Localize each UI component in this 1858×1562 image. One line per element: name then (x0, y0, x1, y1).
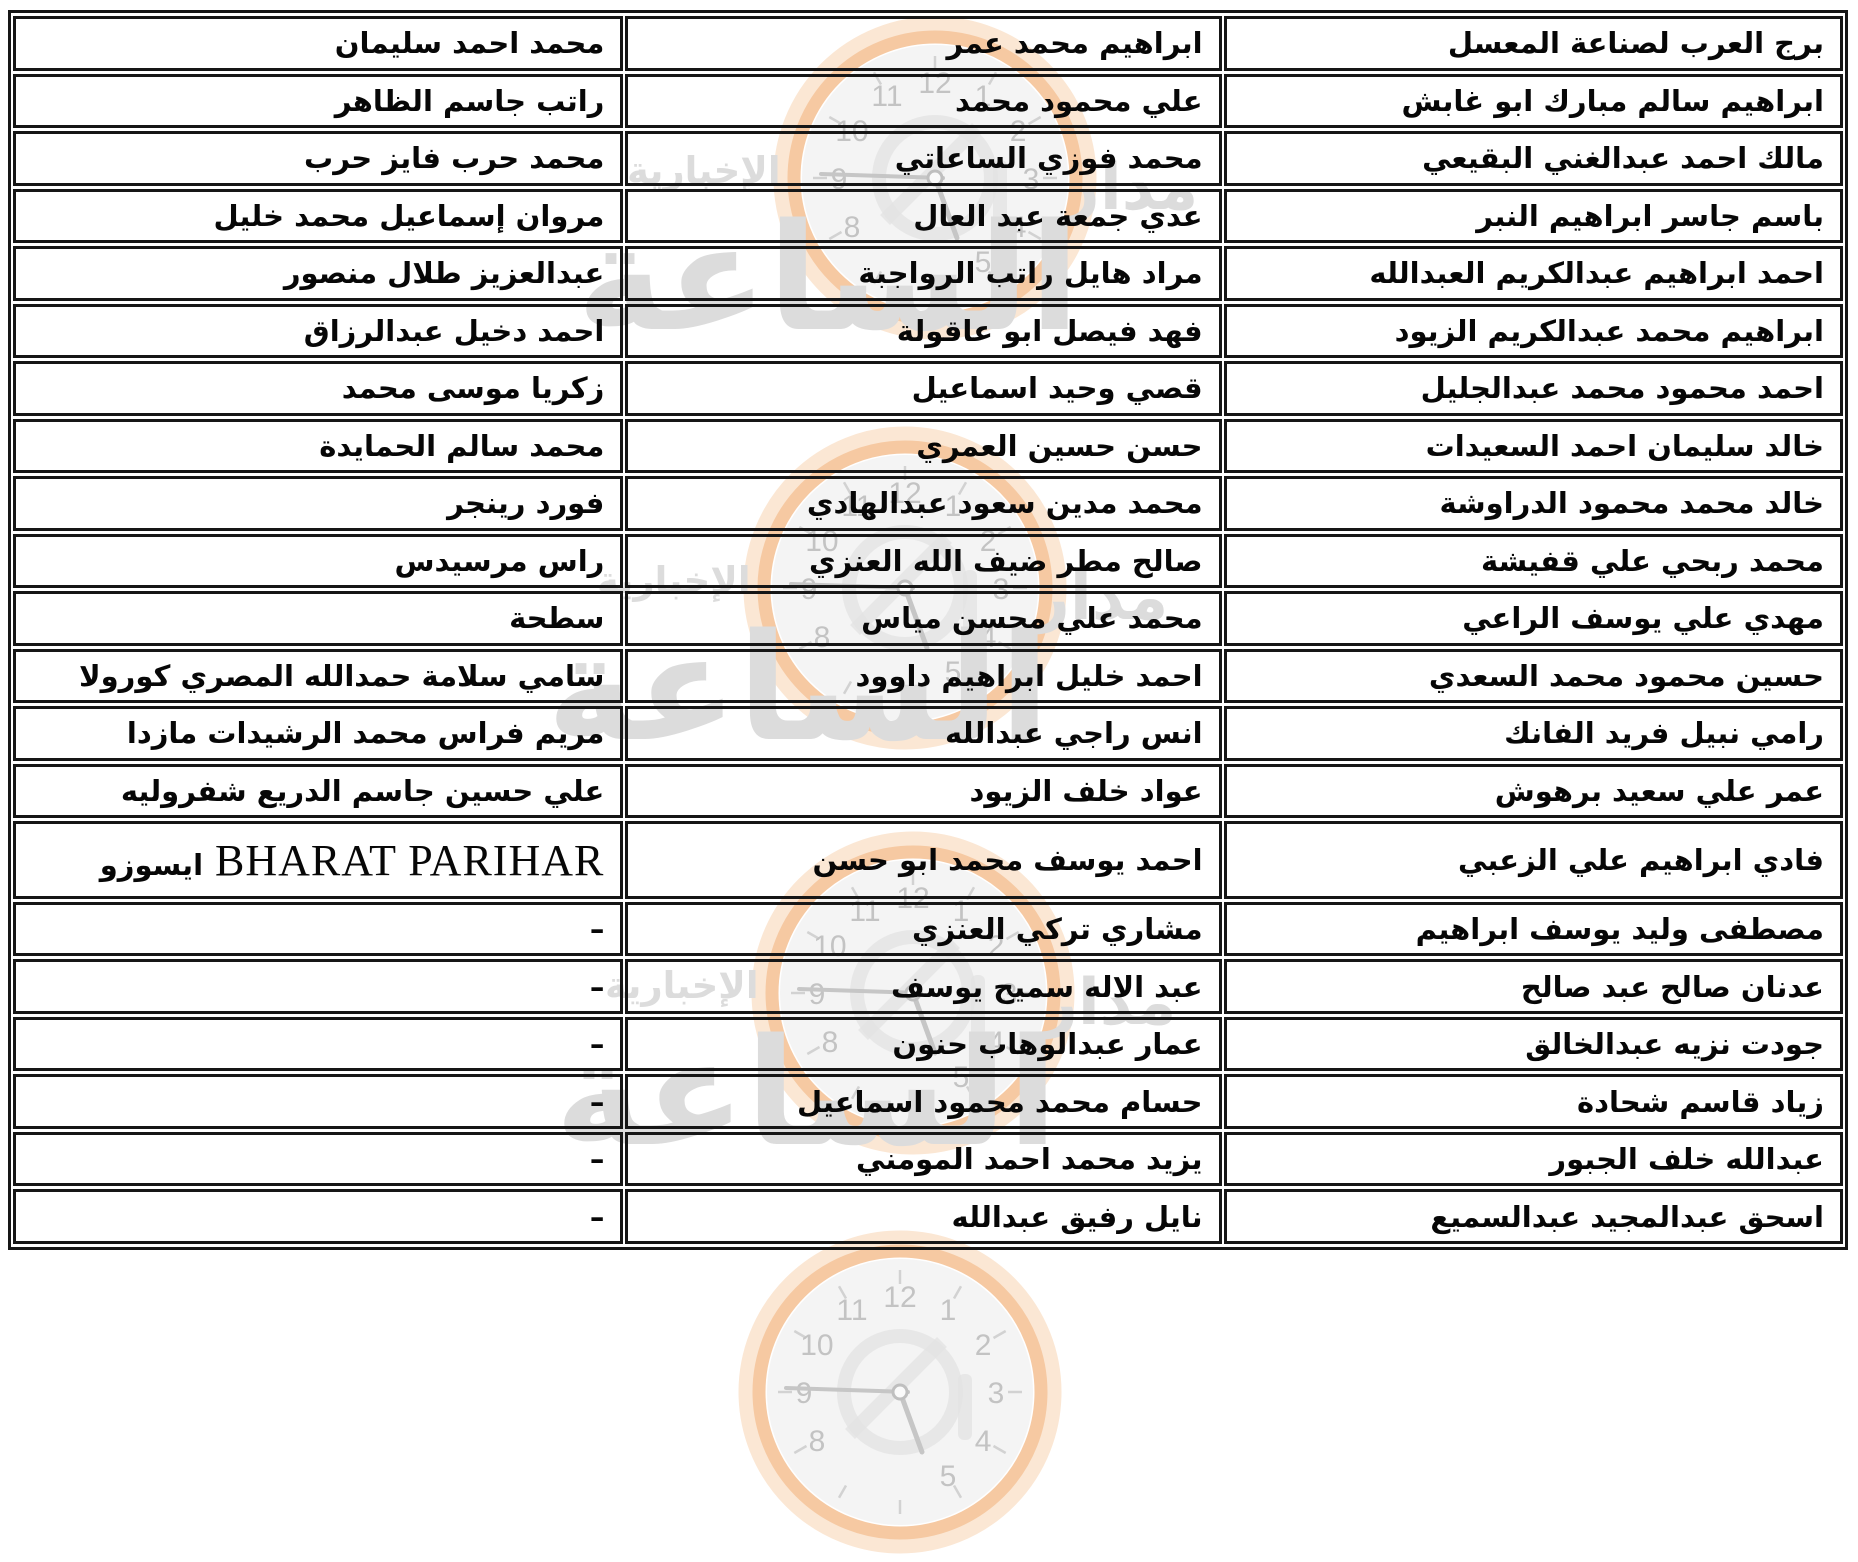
cell-left-column: – (13, 1189, 624, 1244)
cell-left-column: زكريا موسى محمد (13, 361, 624, 416)
table-row: حسين محمود محمد السعدي احمد خليل ابراهيم… (13, 648, 1843, 704)
cell-right-column: مالك احمد عبدالغني البقيعي (1223, 131, 1843, 186)
cell-left-column: – (13, 901, 624, 957)
cell-right-column: عبدالله خلف الجبور (1223, 1131, 1843, 1187)
table-row: برج العرب لصناعة المعسل ابراهيم محمد عمر… (13, 16, 1843, 71)
names-table: برج العرب لصناعة المعسل ابراهيم محمد عمر… (8, 10, 1848, 1250)
cell-right-column: ابراهيم سالم مبارك ابو غابش (1223, 73, 1843, 129)
cell-middle-column: احمد خليل ابراهيم داوود (625, 648, 1222, 704)
table-row: احمد محمود محمد عبدالجليل قصي وحيد اسماع… (13, 361, 1843, 416)
table-row: عدنان صالح عبد صالح عبد الاله سميح يوسف … (13, 959, 1843, 1014)
cell-middle-column: حسام محمد محمود اسماعيل (625, 1074, 1222, 1129)
cell-middle-column: عبد الاله سميح يوسف (625, 959, 1222, 1014)
cell-right-column: احمد ابراهيم عبدالكريم العبدالله (1223, 246, 1843, 301)
table-row: رامي نبيل فريد الفانك انس راجي عبدالله م… (13, 706, 1843, 761)
table-row: اسحق عبدالمجيد عبدالسميع نايل رفيق عبدال… (13, 1189, 1843, 1244)
cell-left-column: سطحة (13, 591, 624, 646)
cell-left-column: – (13, 959, 624, 1014)
cell-middle-column: عمار عبدالوهاب حنون (625, 1016, 1222, 1072)
cell-middle-column: محمد علي محسن مياس (625, 591, 1222, 646)
table-row: باسم جاسر ابراهيم النبر عدي جمعة عبد الع… (13, 188, 1843, 244)
cell-middle-column: فهد فيصل ابو عاقولة (625, 303, 1222, 359)
cell-right-column: عدنان صالح عبد صالح (1223, 959, 1843, 1014)
cell-right-column: جودت نزيه عبدالخالق (1223, 1016, 1843, 1072)
cell-left-column: راتب جاسم الظاهر (13, 73, 624, 129)
cell-left-column: راس مرسيدس (13, 533, 624, 589)
cell-middle-column: مراد هايل راتب الرواجبة (625, 246, 1222, 301)
cell-right-column: رامي نبيل فريد الفانك (1223, 706, 1843, 761)
table-row: خالد سليمان احمد السعيدات حسن حسين العمر… (13, 418, 1843, 474)
cell-right-column: فادي ابراهيم علي الزعبي (1223, 821, 1843, 899)
cell-right-column: احمد محمود محمد عبدالجليل (1223, 361, 1843, 416)
cell-left-column: محمد حرب فايز حرب (13, 131, 624, 186)
cell-middle-column: يزيد محمد احمد المومني (625, 1131, 1222, 1187)
cell-right-column: خالد محمد محمود الدراوشة (1223, 476, 1843, 531)
table-row: ابراهيم محمد عبدالكريم الزيود فهد فيصل ا… (13, 303, 1843, 359)
table-row: فادي ابراهيم علي الزعبي احمد يوسف محمد ا… (13, 821, 1843, 899)
table-row: مصطفى وليد يوسف ابراهيم مشاري تركي العنز… (13, 901, 1843, 957)
table-row: عبدالله خلف الجبور يزيد محمد احمد المومن… (13, 1131, 1843, 1187)
cell-left-column: فورد رينجر (13, 476, 624, 531)
cell-middle-column: عدي جمعة عبد العال (625, 188, 1222, 244)
cell-left-column: محمد احمد سليمان (13, 16, 624, 71)
cell-middle-column: علي محمود محمد (625, 73, 1222, 129)
cell-left-column: علي حسين جاسم الدريع شفروليه (13, 763, 624, 819)
cell-left-column: BHARAT PARIHAR ايسوزو (13, 821, 624, 899)
table-row: خالد محمد محمود الدراوشة محمد مدين سعود … (13, 476, 1843, 531)
table-row: ابراهيم سالم مبارك ابو غابش علي محمود مح… (13, 73, 1843, 129)
cell-middle-column: مشاري تركي العنزي (625, 901, 1222, 957)
cell-middle-column: عواد خلف الزيود (625, 763, 1222, 819)
page: مدار الساعة الإخبارية مدار الساعة الإخبا… (8, 10, 1848, 1252)
cell-middle-column: ابراهيم محمد عمر (625, 16, 1222, 71)
table-row: محمد ربحي علي قفيشة صالح مطر ضيف الله ال… (13, 533, 1843, 589)
cell-left-column: محمد سالم الحمايدة (13, 418, 624, 474)
cell-left-column: – (13, 1074, 624, 1129)
cell-left-column: مروان إسماعيل محمد خليل (13, 188, 624, 244)
cell-middle-column: احمد يوسف محمد ابو حسن (625, 821, 1222, 899)
table-body: برج العرب لصناعة المعسل ابراهيم محمد عمر… (13, 16, 1843, 1244)
table-row: مالك احمد عبدالغني البقيعي محمد فوزي الس… (13, 131, 1843, 186)
cell-right-column: باسم جاسر ابراهيم النبر (1223, 188, 1843, 244)
cell-middle-column: محمد مدين سعود عبدالهادي (625, 476, 1222, 531)
cell-right-column: اسحق عبدالمجيد عبدالسميع (1223, 1189, 1843, 1244)
cell-middle-column: نايل رفيق عبدالله (625, 1189, 1222, 1244)
cell-left-column: سامي سلامة حمدالله المصري كورولا (13, 648, 624, 704)
cell-left-column: – (13, 1016, 624, 1072)
cell-middle-column: انس راجي عبدالله (625, 706, 1222, 761)
cell-right-column: محمد ربحي علي قفيشة (1223, 533, 1843, 589)
cell-left-column: عبدالعزيز طلال منصور (13, 246, 624, 301)
cell-left-column: احمد دخيل عبدالرزاق (13, 303, 624, 359)
cell-right-column: عمر علي سعيد برهوش (1223, 763, 1843, 819)
cell-middle-column: صالح مطر ضيف الله العنزي (625, 533, 1222, 589)
cell-right-column: زياد قاسم شحادة (1223, 1074, 1843, 1129)
cell-left-column: مريم فراس محمد الرشيدات مازدا (13, 706, 624, 761)
cell-middle-column: حسن حسين العمري (625, 418, 1222, 474)
cell-right-column: خالد سليمان احمد السعيدات (1223, 418, 1843, 474)
cell-right-column: ابراهيم محمد عبدالكريم الزيود (1223, 303, 1843, 359)
table-row: عمر علي سعيد برهوش عواد خلف الزيود علي ح… (13, 763, 1843, 819)
table-row: زياد قاسم شحادة حسام محمد محمود اسماعيل … (13, 1074, 1843, 1129)
cell-right-column: حسين محمود محمد السعدي (1223, 648, 1843, 704)
cell-right-column: برج العرب لصناعة المعسل (1223, 16, 1843, 71)
cell-right-column: مصطفى وليد يوسف ابراهيم (1223, 901, 1843, 957)
cell-middle-column: محمد فوزي الساعاتي (625, 131, 1222, 186)
table-row: جودت نزيه عبدالخالق عمار عبدالوهاب حنون … (13, 1016, 1843, 1072)
table-row: احمد ابراهيم عبدالكريم العبدالله مراد ها… (13, 246, 1843, 301)
cell-left-column: – (13, 1131, 624, 1187)
cell-middle-column: قصي وحيد اسماعيل (625, 361, 1222, 416)
clock-watermark-icon (730, 1222, 1070, 1562)
table-row: مهدي علي يوسف الراعي محمد علي محسن مياس … (13, 591, 1843, 646)
cell-right-column: مهدي علي يوسف الراعي (1223, 591, 1843, 646)
